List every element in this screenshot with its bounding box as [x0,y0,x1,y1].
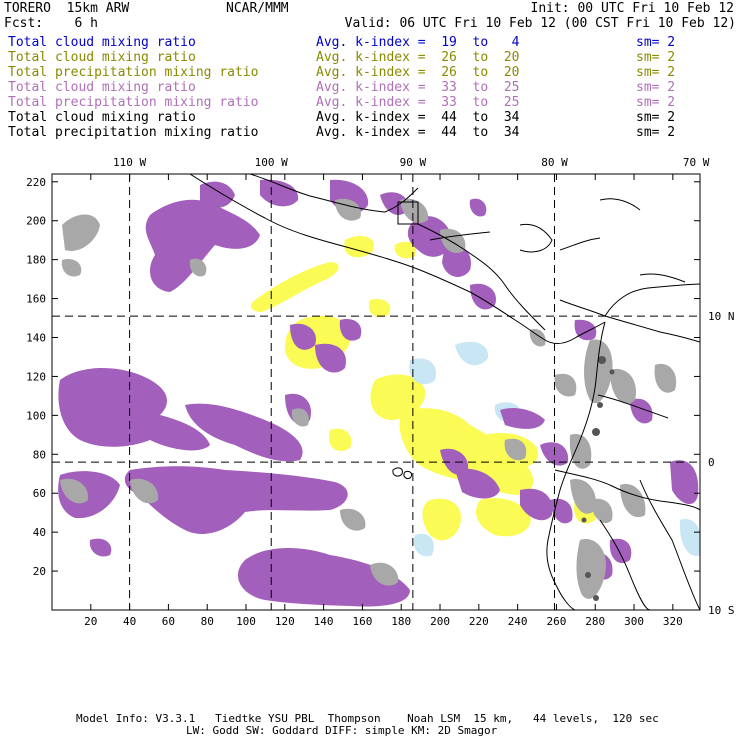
x-tick-label: 80 [201,615,214,628]
legend-smoothing: sm= 2 [636,110,676,125]
y-tick-label: 20 [33,565,46,578]
forecast-hour: Fcst: 6 h [4,16,98,31]
longitude-label: 90 W [400,156,427,169]
lat-lon-grid [52,174,700,610]
latitude-label: 10 S [708,604,735,617]
x-tick-label: 280 [585,615,605,628]
x-tick-label: 60 [162,615,175,628]
legend-kindex: Avg. k-index = 44 to 34 [316,125,520,140]
y-tick-label: 160 [26,293,46,306]
coastlines [189,174,700,610]
x-tick-label: 100 [236,615,256,628]
longitude-label: 70 W [683,156,710,169]
y-tick-label: 200 [26,215,46,228]
x-tick-label: 220 [469,615,489,628]
longitude-label: 80 W [541,156,568,169]
latitude-labels: 10 N 0 10 S [708,310,735,617]
x-tick-label: 160 [352,615,372,628]
longitude-label: 100 W [255,156,288,169]
y-tick-label: 140 [26,332,46,345]
init-time: Init: 00 UTC Fri 10 Feb 12 [530,1,735,16]
y-tick-label: 40 [33,526,46,539]
legend-kindex: Avg. k-index = 26 to 20 [316,50,520,65]
y-tick-label: 100 [26,409,46,422]
legend-field: Total cloud mixing ratio [8,110,196,125]
legend-field: Total cloud mixing ratio [8,50,196,65]
legend-smoothing: sm= 2 [636,35,676,50]
legend-smoothing: sm= 2 [636,65,676,80]
y-tick-label: 120 [26,370,46,383]
valid-time: Valid: 06 UTC Fri 10 Feb 12 (00 CST Fri … [344,16,736,31]
longitude-label: 110 W [113,156,146,169]
x-axis-ticks: 20 40 60 80 100 120 140 160 180 200 220 240 260 280 30… [84,174,683,628]
legend-field: Total precipitation mixing ratio [8,65,259,80]
x-tick-label: 300 [624,615,644,628]
map-frame [51,173,701,611]
legend-field: Total cloud mixing ratio [8,35,196,50]
legend-kindex: Avg. k-index = 44 to 34 [316,110,520,125]
legend-smoothing: sm= 2 [636,80,676,95]
x-tick-label: 140 [314,615,334,628]
legend-field: Total precipitation mixing ratio [8,95,259,110]
model-title: TORERO 15km ARW [4,1,130,16]
legend-field: Total cloud mixing ratio [8,80,196,95]
legend-smoothing: sm= 2 [636,125,676,140]
dark-cloud-cores [581,356,615,601]
x-tick-label: 180 [391,615,411,628]
x-tick-label: 240 [508,615,528,628]
y-axis-ticks: 20 40 60 80 100 120 140 160 180 200 220 [26,176,700,578]
footer-model-info: Model Info: V3.3.1 Tiedtke YSU PBL Thomp… [76,712,659,725]
y-tick-label: 80 [33,448,46,461]
latitude-label: 10 N [708,310,735,323]
latitude-label: 0 [708,456,715,469]
x-tick-label: 260 [546,615,566,628]
gray-cloud-field [60,198,677,599]
footer-physics-info: LW: Godd SW: Goddard DIFF: simple KM: 2D… [186,724,498,737]
legend-smoothing: sm= 2 [636,50,676,65]
x-tick-label: 20 [84,615,97,628]
x-tick-label: 120 [275,615,295,628]
cloud-fields [58,174,700,610]
legend-smoothing: sm= 2 [636,95,676,110]
legend-field: Total precipitation mixing ratio [8,125,259,140]
x-tick-label: 320 [663,615,683,628]
legend-kindex: Avg. k-index = 19 to 4 [316,35,520,50]
legend-kindex: Avg. k-index = 26 to 20 [316,65,520,80]
longitude-labels: 110 W 100 W 90 W 80 W 70 W [113,156,710,169]
y-tick-label: 60 [33,487,46,500]
x-tick-label: 40 [123,615,136,628]
y-tick-label: 220 [26,176,46,189]
legend-kindex: Avg. k-index = 33 to 25 [316,80,520,95]
y-tick-label: 180 [26,254,46,267]
purple-cloud-field [58,179,699,607]
x-tick-label: 200 [430,615,450,628]
center-label: NCAR/MMM [226,1,289,16]
legend-kindex: Avg. k-index = 33 to 25 [316,95,520,110]
